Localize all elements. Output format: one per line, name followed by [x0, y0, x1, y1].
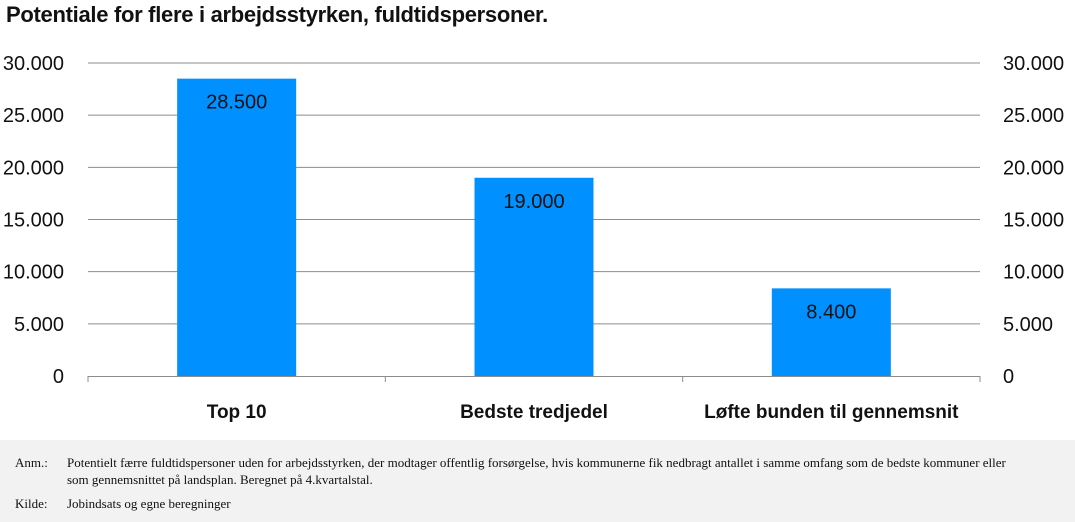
y-tick-label-right: 25.000 — [1003, 105, 1064, 127]
note-annotation-key: Anm.: — [15, 455, 48, 470]
chart-title: Potentiale for flere i arbejdsstyrken, f… — [6, 2, 548, 27]
y-tick-label-left: 10.000 — [3, 262, 64, 284]
y-tick-label-right: 5.000 — [1003, 314, 1053, 336]
x-axis — [87, 376, 981, 382]
note-annotation: Anm.: Potentielt færre fuldtidspersoner … — [15, 454, 1027, 488]
y-tick-label-right: 20.000 — [1003, 157, 1064, 179]
y-tick-label-right: 30.000 — [1003, 53, 1064, 75]
y-tick-label-left: 20.000 — [3, 157, 64, 179]
data-label: 28.500 — [206, 92, 267, 114]
y-tick-label-left: 25.000 — [3, 105, 64, 127]
y-tick-label-right: 15.000 — [1003, 210, 1064, 232]
notes-panel: Anm.: Potentielt færre fuldtidspersoner … — [0, 440, 1075, 522]
data-labels: 28.500 19.000 8.400 — [206, 92, 856, 324]
y-tick-label-right: 10.000 — [1003, 262, 1064, 284]
y-tick-label-left: 30.000 — [3, 53, 64, 75]
data-label: 19.000 — [503, 191, 564, 213]
bar — [771, 288, 891, 376]
left-axis-ticks: 0 5.000 10.000 15.000 20.000 25.000 30.000 — [3, 53, 64, 388]
y-tick-label-right: 0 — [1003, 366, 1014, 388]
category-label: Bedste tredjedel — [460, 402, 608, 423]
category-labels: Top 10 Bedste tredjedel Løfte bunden til g… — [207, 402, 959, 423]
category-label: Løfte bunden til gennemsnit — [704, 402, 959, 423]
y-tick-label-left: 15.000 — [3, 210, 64, 232]
bars — [177, 78, 891, 377]
bar — [474, 177, 594, 376]
right-axis-ticks: 0 5.000 10.000 15.000 20.000 25.000 30.000 — [1003, 53, 1064, 388]
data-label: 8.400 — [806, 301, 856, 323]
note-source-key: Kilde: — [15, 496, 48, 511]
note-annotation-text: Potentielt færre fuldtidspersoner uden f… — [67, 455, 1006, 487]
note-source: Kilde: Jobindsats og egne beregninger — [15, 495, 1027, 512]
y-tick-label-left: 5.000 — [14, 314, 64, 336]
note-source-text: Jobindsats og egne beregninger — [67, 496, 231, 511]
bar — [177, 78, 297, 377]
category-label: Top 10 — [207, 402, 267, 423]
y-tick-label-left: 0 — [53, 366, 64, 388]
bar-chart: 0 5.000 10.000 15.000 20.000 25.000 30.000 0 5.… — [3, 53, 1064, 423]
